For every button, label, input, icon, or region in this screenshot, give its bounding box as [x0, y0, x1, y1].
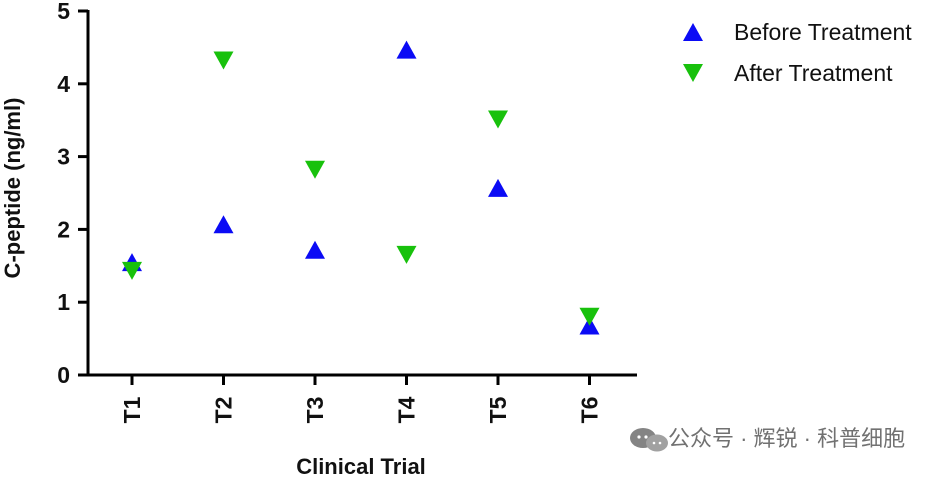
point-after-treatment [305, 160, 325, 179]
y-tick-labels: 0 1 2 3 4 5 [57, 0, 70, 388]
x-tick-label: T6 [577, 397, 603, 424]
x-axis-title: Clinical Trial [296, 454, 426, 478]
point-after-treatment [396, 245, 417, 264]
legend-marker-after-treatment [683, 64, 703, 82]
x-tick-label: T5 [485, 396, 511, 423]
y-tick-label: 2 [57, 216, 70, 242]
legend-item-after-treatment: After Treatment [683, 60, 893, 86]
y-tick-label: 0 [57, 362, 70, 388]
watermark-text: 公众号 · 辉锐 · 科普细胞 [668, 426, 905, 451]
point-before-treatment [396, 40, 417, 59]
y-tick-label: 5 [57, 0, 70, 24]
x-tick-label: T1 [119, 396, 145, 423]
point-after-treatment [122, 261, 142, 280]
legend: Before Treatment After Treatment [683, 19, 912, 86]
point-before-treatment [213, 215, 234, 234]
point-after-treatment [213, 51, 234, 70]
y-tick-label: 4 [57, 71, 70, 97]
point-after-treatment [488, 110, 508, 129]
legend-item-before-treatment: Before Treatment [683, 19, 912, 45]
legend-label-before-treatment: Before Treatment [734, 19, 912, 45]
y-tick-label: 1 [57, 289, 70, 315]
point-after-treatment [579, 307, 600, 326]
x-tick-labels: T1 T2 T3 T4 T5 T6 [119, 396, 603, 423]
axes: 0 1 2 3 4 5 T1 T2 T3 T4 T5 T6 [57, 0, 637, 423]
legend-label-after-treatment: After Treatment [734, 60, 893, 86]
y-ticks [78, 9, 88, 377]
point-before-treatment [488, 178, 508, 197]
x-tick-label: T4 [394, 396, 420, 423]
x-tick-label: T2 [211, 397, 237, 424]
wechat-icon [630, 428, 668, 452]
y-axis-title: C-peptide (ng/ml) [0, 98, 25, 279]
y-tick-label: 3 [57, 144, 70, 170]
watermark: 公众号 · 辉锐 · 科普细胞 [630, 426, 905, 452]
point-before-treatment [305, 240, 325, 259]
x-ticks [130, 375, 591, 385]
legend-marker-before-treatment [683, 23, 703, 41]
x-tick-label: T3 [302, 397, 328, 424]
data-points [122, 40, 600, 335]
